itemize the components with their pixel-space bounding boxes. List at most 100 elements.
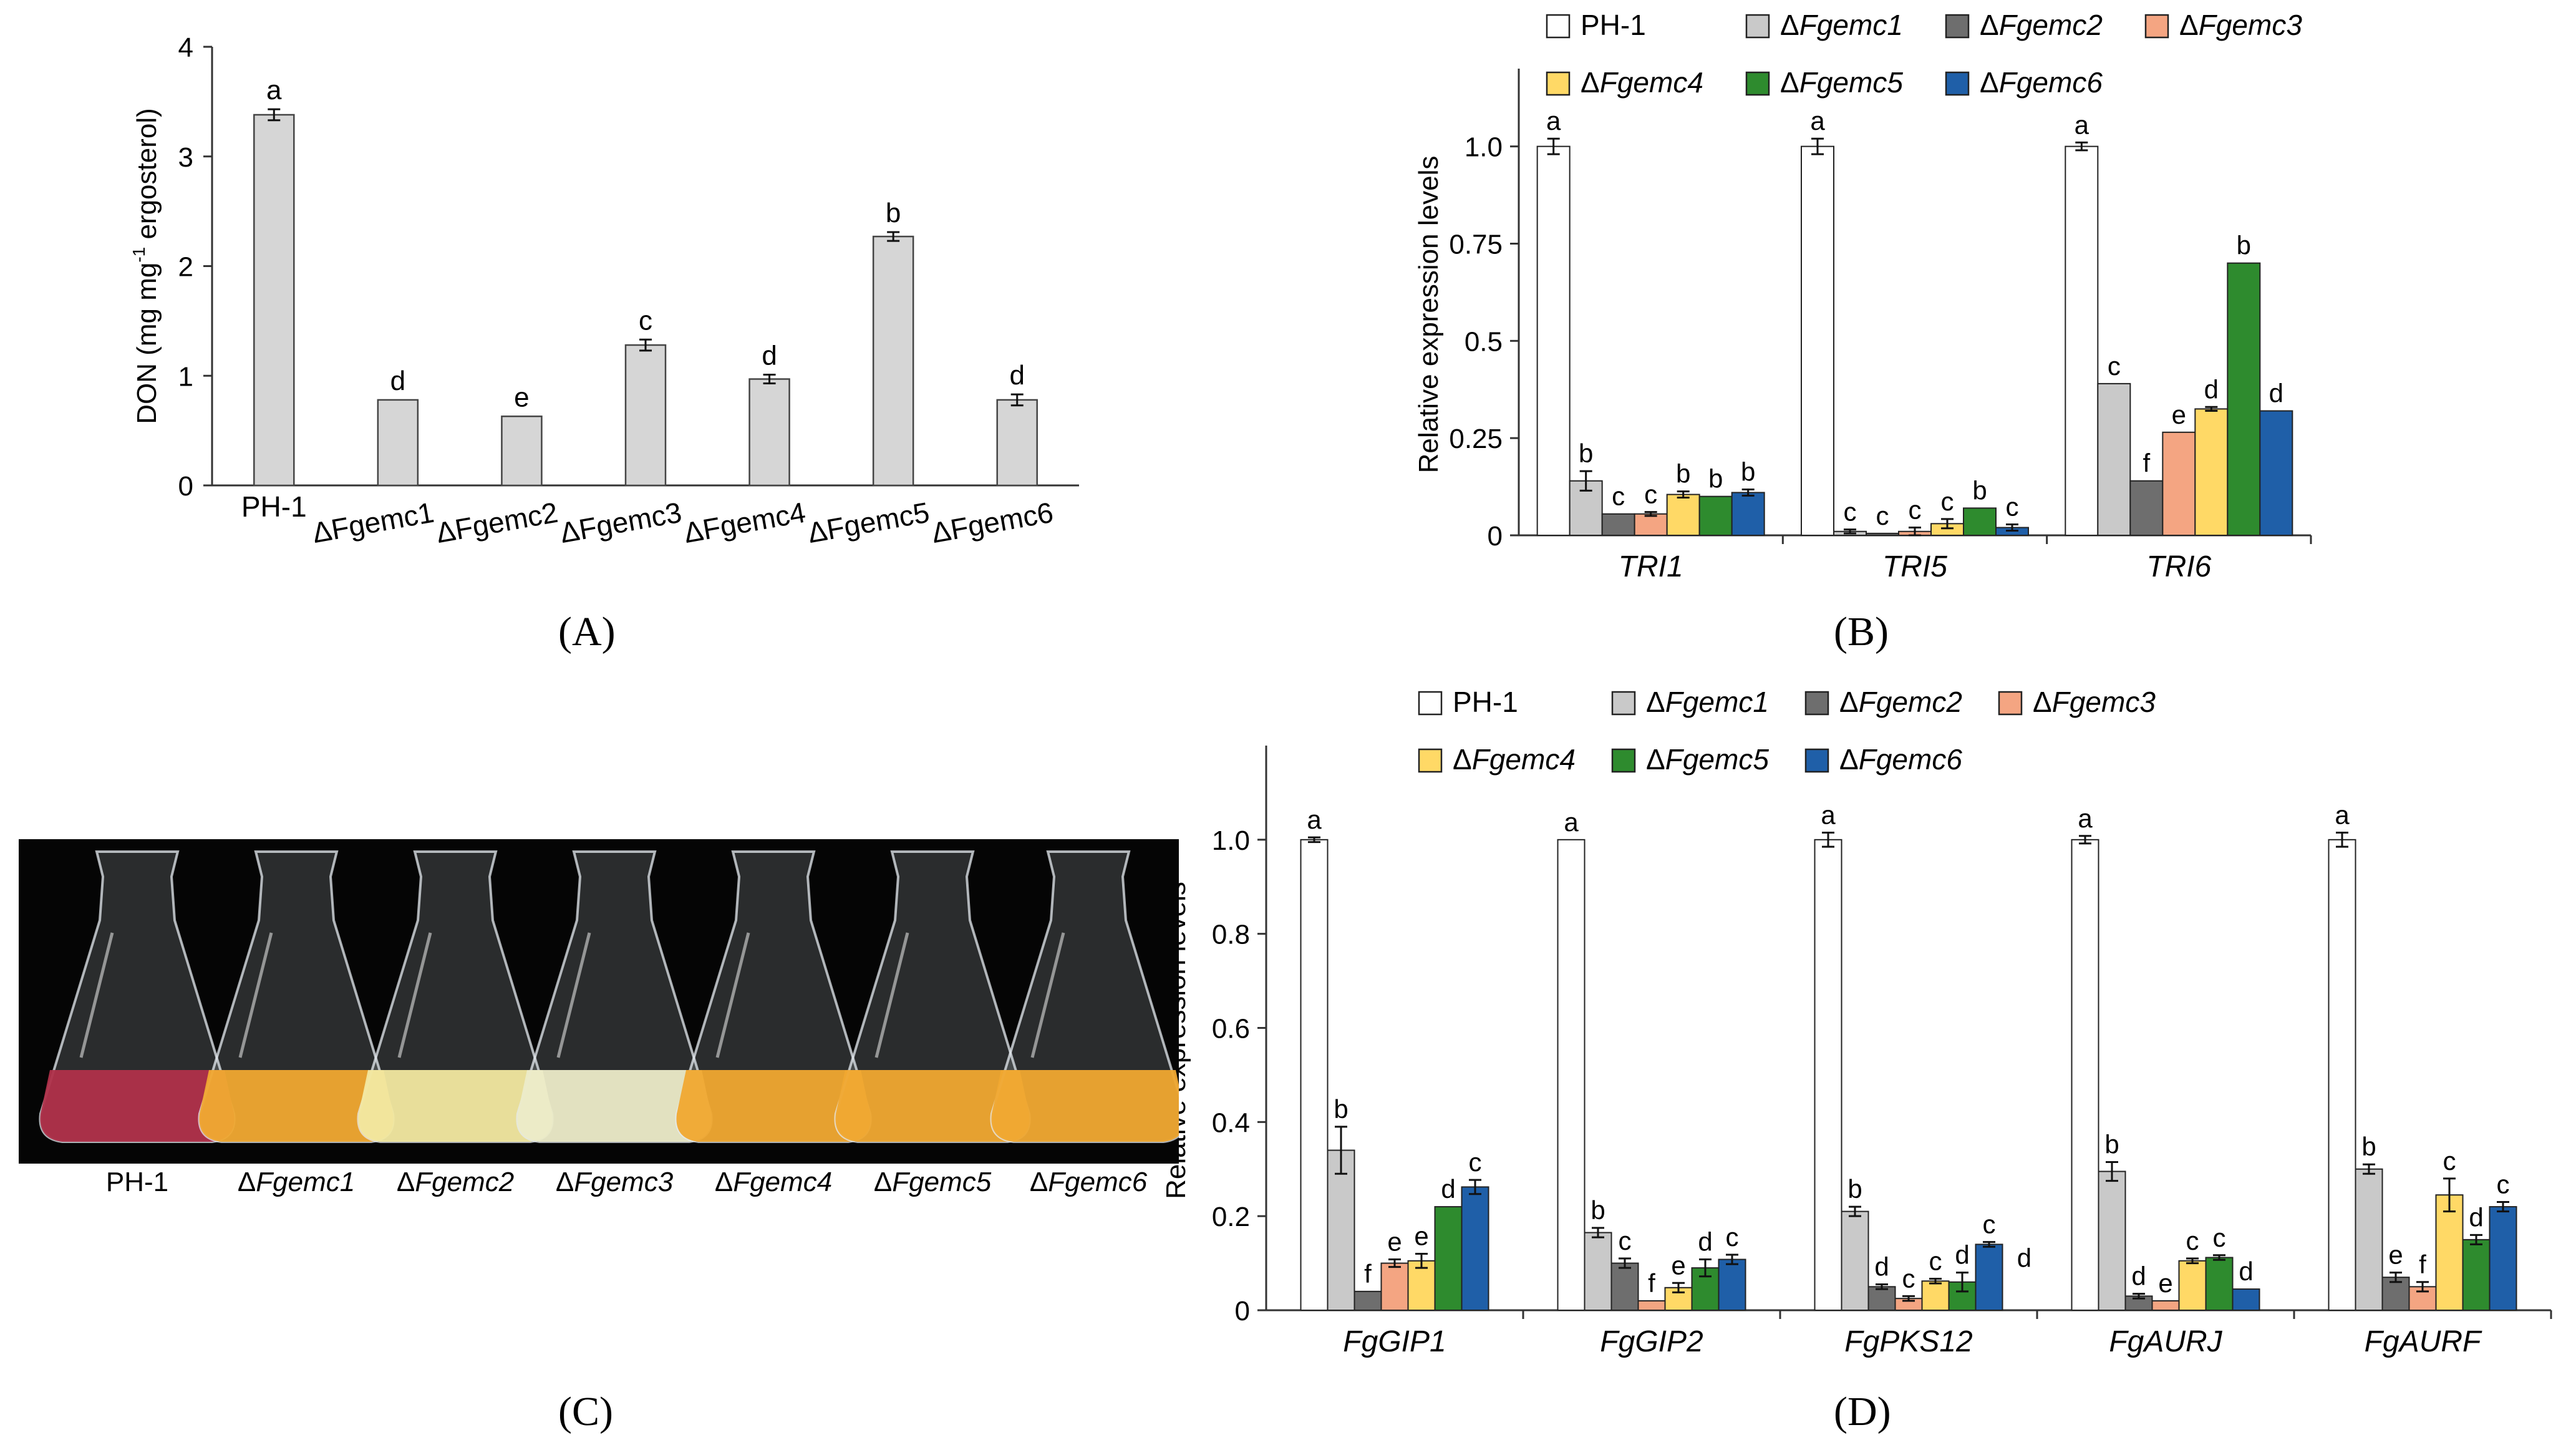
significance-letter: b	[1334, 1094, 1348, 1124]
bar	[2162, 431, 2196, 536]
bar	[1637, 1300, 1666, 1311]
bar	[501, 416, 543, 487]
category-label: FgAURF	[2365, 1325, 2482, 1358]
y-tick-label: 1.0	[1465, 132, 1503, 163]
significance-letter: c	[1726, 1222, 1739, 1252]
significance-letter: c	[1983, 1210, 1996, 1239]
culture-liquid	[358, 1070, 553, 1142]
legend-swatch	[1804, 691, 1829, 716]
bar	[2408, 1286, 2437, 1311]
significance-letter: c	[2186, 1226, 2199, 1255]
photo-label: ΔFgemc1	[237, 1167, 356, 1197]
significance-letter: e	[1414, 1222, 1428, 1251]
category-label: FgGIP2	[1600, 1325, 1703, 1358]
panel-label-c: (C)	[558, 1389, 613, 1434]
significance-letter: c	[1929, 1246, 1942, 1275]
flask-highlight	[79, 932, 114, 1058]
bar	[2097, 382, 2131, 537]
significance-letter: a	[2335, 800, 2350, 830]
significance-letter: d	[2269, 379, 2283, 408]
bar	[872, 235, 914, 487]
panel-label-b: (B)	[1834, 609, 1889, 654]
flasks-drawing	[39, 850, 1179, 1143]
significance-letter: c	[2213, 1223, 2226, 1252]
bar	[1610, 1262, 1639, 1311]
y-tick-label: 2	[178, 252, 193, 283]
significance-letter: d	[1698, 1227, 1712, 1257]
y-tick-label: 0	[178, 471, 193, 502]
significance-letter: b	[1741, 457, 1755, 486]
bar	[1963, 507, 1997, 536]
y-tick-label: 1.0	[1212, 825, 1250, 856]
bar	[1407, 1260, 1436, 1311]
significance-letter: b	[1579, 439, 1593, 468]
significance-letter: d	[1874, 1252, 1889, 1282]
significance-letter: b	[1972, 475, 1987, 505]
bar	[1353, 1290, 1382, 1311]
significance-letter: f	[1364, 1259, 1372, 1288]
significance-letter: b	[1847, 1174, 1862, 1204]
significance-letter: c	[1844, 497, 1857, 527]
panel-label-d: (D)	[1834, 1389, 1891, 1434]
significance-letter: f	[2419, 1250, 2426, 1279]
extra-letter: d	[2017, 1243, 2031, 1272]
legend-swatch	[1745, 71, 1770, 96]
y-tick-label: 1	[178, 361, 193, 392]
legend-label: ΔFgemc5	[1780, 66, 1903, 99]
legend-label: ΔFgemc2	[1980, 9, 2103, 41]
bar	[1434, 1206, 1463, 1311]
bar	[1921, 1280, 1950, 1311]
significance-letter: c	[1876, 501, 1889, 530]
legend-swatch	[1998, 691, 2023, 716]
category-label: TRI6	[2146, 550, 2211, 583]
culture-liquid	[991, 1070, 1179, 1142]
legend-swatch	[1418, 691, 1443, 716]
legend-swatch	[1611, 748, 1636, 773]
flask-highlight	[715, 932, 750, 1058]
significance-letter: b	[2361, 1132, 2376, 1161]
significance-letter: a	[1307, 805, 1322, 834]
y-tick-label: 0.25	[1449, 424, 1503, 454]
category-label: TRI5	[1882, 550, 1947, 583]
bar	[2065, 145, 2099, 536]
bar	[1300, 839, 1329, 1311]
y-tick-label: 0.75	[1449, 230, 1503, 260]
bar	[2194, 408, 2229, 537]
culture-liquid	[199, 1070, 394, 1142]
y-tick-label: 0.8	[1212, 920, 1250, 950]
significance-letter: d	[1955, 1240, 1969, 1270]
legend-label: ΔFgemc1	[1780, 9, 1903, 41]
bar	[1975, 1243, 2003, 1311]
bar	[1536, 145, 1571, 536]
y-tick-label: 4	[178, 32, 193, 63]
legend-label: ΔFgemc6	[1839, 743, 1962, 776]
significance-letter: a	[266, 75, 282, 105]
legend-label: PH-1	[1581, 9, 1646, 41]
significance-letter: a	[1821, 800, 1836, 830]
photo-label: PH-1	[105, 1167, 169, 1197]
category-label: PH-1	[241, 490, 307, 523]
bar	[1814, 839, 1842, 1311]
bar	[2227, 262, 2261, 536]
significance-letter: b	[2237, 231, 2251, 260]
significance-letter: d	[762, 340, 777, 371]
significance-letter: c	[2108, 351, 2121, 381]
bar	[2435, 1194, 2464, 1311]
significance-letter: e	[2172, 400, 2186, 429]
flask-highlight	[874, 932, 909, 1058]
bar	[2489, 1206, 2517, 1311]
culture-liquid	[835, 1070, 1030, 1142]
legend-swatch	[1804, 748, 1829, 773]
y-tick-label: 0.6	[1212, 1014, 1250, 1044]
photo-label: ΔFgemc5	[873, 1167, 992, 1197]
legend-label: ΔFgemc1	[1646, 686, 1769, 718]
significance-letter: a	[1810, 106, 1825, 135]
category-label: FgGIP1	[1343, 1325, 1446, 1358]
flask-highlight	[397, 932, 432, 1058]
bar	[2355, 1168, 2383, 1311]
bar	[624, 344, 667, 487]
significance-letter: b	[1708, 464, 1723, 494]
significance-letter: c	[2497, 1170, 2510, 1199]
bar	[2259, 410, 2293, 536]
bar	[2098, 1170, 2126, 1311]
